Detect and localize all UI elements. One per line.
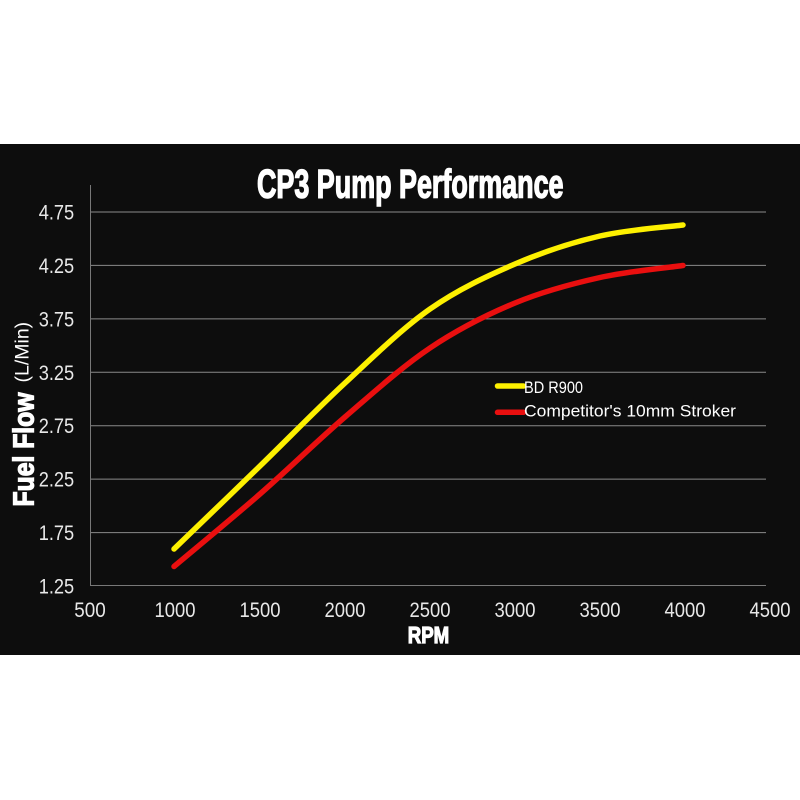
svg-text:Fuel Flow: Fuel Flow: [9, 392, 41, 506]
svg-text:500: 500: [74, 599, 106, 622]
svg-text:4.75: 4.75: [39, 202, 75, 225]
svg-text:1.25: 1.25: [39, 576, 75, 599]
svg-text:1.75: 1.75: [39, 522, 75, 545]
svg-text:1000: 1000: [155, 599, 196, 622]
svg-text:CP3 Pump Performance: CP3 Pump Performance: [257, 163, 564, 207]
svg-text:4000: 4000: [665, 599, 706, 622]
svg-text:Competitor's 10mm Stroker: Competitor's 10mm Stroker: [524, 402, 736, 421]
svg-text:2.25: 2.25: [39, 469, 75, 492]
svg-text:RPM: RPM: [408, 622, 450, 648]
svg-text:BD R900: BD R900: [524, 378, 583, 397]
svg-text:1500: 1500: [240, 599, 281, 622]
svg-text:3.25: 3.25: [39, 362, 75, 385]
svg-text:(L/Min): (L/Min): [12, 322, 34, 383]
svg-text:4500: 4500: [750, 599, 791, 622]
svg-text:2000: 2000: [325, 599, 366, 622]
svg-text:2500: 2500: [410, 599, 451, 622]
svg-text:3.75: 3.75: [39, 308, 75, 331]
svg-text:2.75: 2.75: [39, 415, 75, 438]
svg-text:3500: 3500: [580, 599, 621, 622]
svg-text:3000: 3000: [495, 599, 536, 622]
svg-text:4.25: 4.25: [39, 255, 75, 278]
